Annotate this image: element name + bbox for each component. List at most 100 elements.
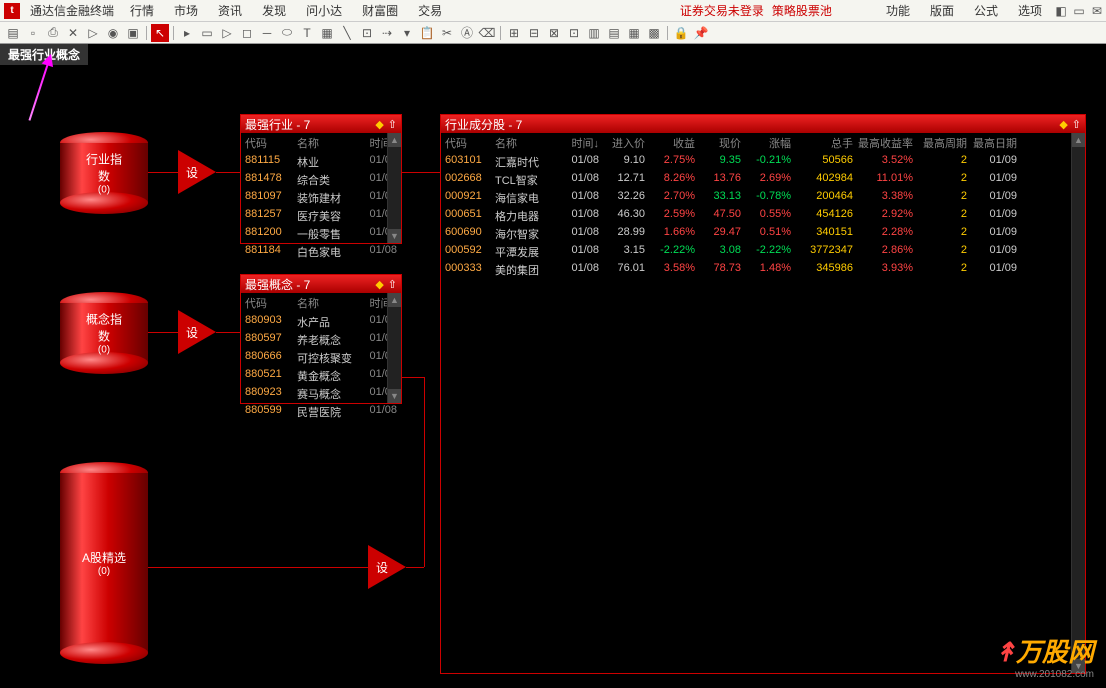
cylinder-astock[interactable]: A股精选 (0) <box>60 462 148 664</box>
menu-market[interactable]: 市场 <box>164 2 208 19</box>
tb-text-icon[interactable]: T <box>298 24 316 42</box>
tb-diag-icon[interactable]: ╲ <box>338 24 356 42</box>
tb-g7-icon[interactable]: ▦ <box>625 24 643 42</box>
tb-new-icon[interactable]: ▫ <box>24 24 42 42</box>
list-item[interactable]: 881184白色家电01/08 <box>245 243 397 261</box>
table-row[interactable]: 000333美的集团01/0876.013.58%78.731.48%34598… <box>441 261 1085 279</box>
col-time[interactable]: 时间↓ <box>555 135 599 151</box>
tb-play-icon[interactable]: ▷ <box>84 24 102 42</box>
scroll-track[interactable] <box>388 307 401 389</box>
tb-close-icon[interactable]: ✕ <box>64 24 82 42</box>
tb-a-icon[interactable]: Ⓐ <box>458 24 476 42</box>
tb-cut-icon[interactable]: ✂ <box>438 24 456 42</box>
col-maxper[interactable]: 最高周期 <box>913 135 967 151</box>
table-row[interactable]: 000651格力电器01/0846.302.59%47.500.55%45412… <box>441 207 1085 225</box>
tb-stop-icon[interactable]: ▣ <box>124 24 142 42</box>
col-code[interactable]: 代码 <box>245 295 297 311</box>
tb-g5-icon[interactable]: ▥ <box>585 24 603 42</box>
col-maxret[interactable]: 最高收益率 <box>853 135 913 151</box>
list-item[interactable]: 880521黄金概念01/08 <box>245 367 397 385</box>
tb-pin-icon[interactable]: 📌 <box>692 24 710 42</box>
tri-node-industry[interactable]: 设 <box>178 150 216 194</box>
col-name[interactable]: 名称 <box>495 135 555 151</box>
tb-line-icon[interactable]: ─ <box>258 24 276 42</box>
list-item[interactable]: 881257医疗美容01/08 <box>245 207 397 225</box>
tb-rect-icon[interactable]: ▭ <box>198 24 216 42</box>
scroll-down-icon[interactable]: ▼ <box>388 389 401 403</box>
up-icon[interactable]: ⇧ <box>388 278 397 291</box>
list-item[interactable]: 881097装饰建材01/08 <box>245 189 397 207</box>
tb-lock-icon[interactable]: 🔒 <box>672 24 690 42</box>
scroll-down-icon[interactable]: ▼ <box>388 229 401 243</box>
tb-record-icon[interactable]: ◉ <box>104 24 122 42</box>
tb-node-icon[interactable]: ⊡ <box>358 24 376 42</box>
panel-header[interactable]: 最强概念 - 7 ◆ ⇧ <box>241 275 401 293</box>
diamond-icon[interactable]: ◆ <box>375 278 383 291</box>
list-item[interactable]: 880923赛马概念01/08 <box>245 385 397 403</box>
menu-wealth[interactable]: 财富圈 <box>352 2 408 19</box>
col-change[interactable]: 涨幅 <box>741 135 791 151</box>
menu-xiaoda[interactable]: 问小达 <box>296 2 352 19</box>
up-icon[interactable]: ⇧ <box>388 118 397 131</box>
menu-func[interactable]: 功能 <box>876 2 920 19</box>
menu-discover[interactable]: 发现 <box>252 2 296 19</box>
up-icon[interactable]: ⇧ <box>1072 118 1081 131</box>
tri-node-concept[interactable]: 设 <box>178 310 216 354</box>
list-item[interactable]: 880599民营医院01/08 <box>245 403 397 421</box>
tb-pointer-icon[interactable]: ↖ <box>151 24 169 42</box>
col-code[interactable]: 代码 <box>245 135 297 151</box>
diamond-icon[interactable]: ◆ <box>1059 118 1067 131</box>
col-code[interactable]: 代码 <box>445 135 495 151</box>
tb-paste-icon[interactable]: 📋 <box>418 24 436 42</box>
tb-g2-icon[interactable]: ⊟ <box>525 24 543 42</box>
col-volume[interactable]: 总手 <box>791 135 853 151</box>
scroll-track[interactable] <box>1072 147 1085 659</box>
col-name[interactable]: 名称 <box>297 135 357 151</box>
panel-header[interactable]: 行业成分股 - 7 ◆ ⇧ <box>441 115 1085 133</box>
table-row[interactable]: 002668TCL智家01/0812.718.26%13.762.69%4029… <box>441 171 1085 189</box>
list-item[interactable]: 880666可控核聚变01/08 <box>245 349 397 367</box>
list-item[interactable]: 881478综合类01/08 <box>245 171 397 189</box>
tb-link-icon[interactable]: ⇢ <box>378 24 396 42</box>
status-login[interactable]: 证券交易未登录 <box>676 2 768 19</box>
tb-filter-icon[interactable]: ▾ <box>398 24 416 42</box>
col-return[interactable]: 收益 <box>645 135 695 151</box>
tb-del-icon[interactable]: ⌫ <box>478 24 496 42</box>
tb-doc-icon[interactable]: ▤ <box>4 24 22 42</box>
icon-ext1[interactable]: ◧ <box>1052 2 1070 20</box>
scrollbar[interactable]: ▲ ▼ <box>387 133 401 243</box>
scrollbar[interactable]: ▲ ▼ <box>387 293 401 403</box>
menu-quotes[interactable]: 行情 <box>120 2 164 19</box>
status-pool[interactable]: 策略股票池 <box>768 2 836 19</box>
table-row[interactable]: 000921海信家电01/0832.262.70%33.13-0.78%2004… <box>441 189 1085 207</box>
tb-arrow-icon[interactable]: ▸ <box>178 24 196 42</box>
scroll-up-icon[interactable]: ▲ <box>388 133 401 147</box>
menu-formula[interactable]: 公式 <box>964 2 1008 19</box>
col-name[interactable]: 名称 <box>297 295 357 311</box>
list-item[interactable]: 881200一般零售01/08 <box>245 225 397 243</box>
menu-options[interactable]: 选项 <box>1008 2 1052 19</box>
icon-ext2[interactable]: ▭ <box>1070 2 1088 20</box>
tb-tri-icon[interactable]: ▷ <box>218 24 236 42</box>
tb-g8-icon[interactable]: ▩ <box>645 24 663 42</box>
list-item[interactable]: 881115林业01/08 <box>245 153 397 171</box>
col-price[interactable]: 现价 <box>695 135 741 151</box>
menu-layout[interactable]: 版面 <box>920 2 964 19</box>
menu-news[interactable]: 资讯 <box>208 2 252 19</box>
scroll-up-icon[interactable]: ▲ <box>388 293 401 307</box>
col-maxdate[interactable]: 最高日期 <box>967 135 1017 151</box>
tb-g6-icon[interactable]: ▤ <box>605 24 623 42</box>
list-item[interactable]: 880597养老概念01/08 <box>245 331 397 349</box>
tb-g1-icon[interactable]: ⊞ <box>505 24 523 42</box>
panel-header[interactable]: 最强行业 - 7 ◆ ⇧ <box>241 115 401 133</box>
col-entry[interactable]: 进入价 <box>599 135 645 151</box>
scroll-track[interactable] <box>388 147 401 229</box>
menu-trade[interactable]: 交易 <box>408 2 452 19</box>
table-row[interactable]: 000592平潭发展01/083.15-2.22%3.08-2.22%37723… <box>441 243 1085 261</box>
tb-box-icon[interactable]: ◻ <box>238 24 256 42</box>
table-row[interactable]: 603101汇嘉时代01/089.102.75%9.35-0.21%505663… <box>441 153 1085 171</box>
table-row[interactable]: 600690海尔智家01/0828.991.66%29.470.51%34015… <box>441 225 1085 243</box>
tb-cyl-icon[interactable]: ⬭ <box>278 24 296 42</box>
scroll-up-icon[interactable]: ▲ <box>1072 133 1085 147</box>
cylinder-concept-index[interactable]: 概念指数 (0) <box>60 292 148 374</box>
